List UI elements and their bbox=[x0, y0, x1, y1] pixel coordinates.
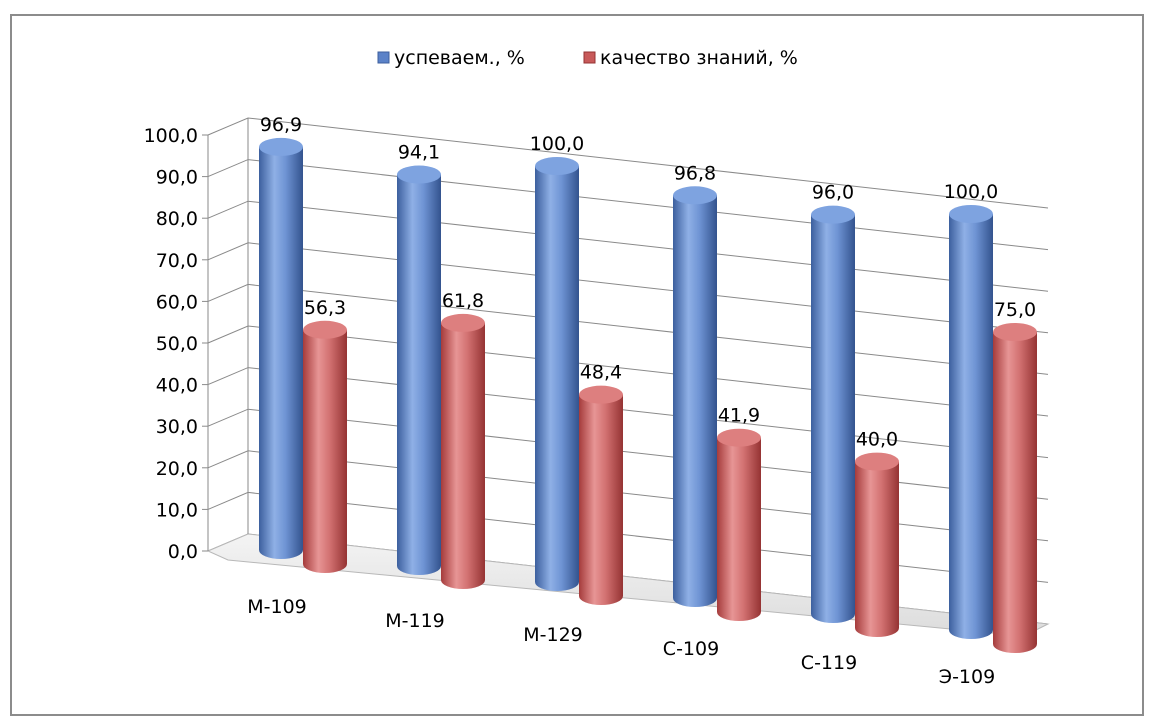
data-label: 96,0 bbox=[812, 182, 854, 204]
y-tick-label: 60,0 bbox=[156, 291, 198, 313]
bar-top bbox=[579, 385, 623, 404]
data-label: 56,3 bbox=[304, 297, 346, 319]
data-labels: 96,9 56,3 94,1 61,8 100,0 48,4 96,8 41,9 96,0 40,… bbox=[260, 114, 1036, 451]
legend-swatch bbox=[583, 51, 596, 64]
bar-top bbox=[303, 320, 347, 339]
data-label: 41,9 bbox=[718, 405, 760, 427]
bar-kachestvo bbox=[855, 461, 899, 637]
y-axis: 0,0 10,0 20,0 30,0 40,0 50,0 60,0 70,0 80,0 90,0 1… bbox=[144, 118, 249, 563]
x-axis: М-109 М-119 М-129 С-109 С-119 Э-109 bbox=[247, 596, 995, 688]
bar-top bbox=[441, 313, 485, 332]
bar-top bbox=[811, 205, 855, 224]
legend: успеваем., % качество знаний, % bbox=[377, 47, 798, 69]
bar-top bbox=[855, 452, 899, 471]
data-label: 75,0 bbox=[994, 299, 1036, 321]
data-label: 48,4 bbox=[580, 362, 622, 384]
y-tick-label: 50,0 bbox=[156, 333, 198, 355]
data-label: 94,1 bbox=[398, 142, 440, 164]
bar-kachestvo bbox=[303, 329, 347, 573]
y-tick-label: 10,0 bbox=[156, 499, 198, 521]
legend-swatch bbox=[377, 51, 390, 64]
y-tick-label: 20,0 bbox=[156, 458, 198, 480]
gridline bbox=[207, 200, 1049, 292]
bar-top bbox=[397, 165, 441, 184]
y-tick-label: 90,0 bbox=[156, 167, 198, 189]
y-tick-label: 40,0 bbox=[156, 375, 198, 397]
y-tick-label: 70,0 bbox=[156, 250, 198, 272]
data-label: 96,9 bbox=[260, 114, 302, 136]
bar-uspevaem bbox=[397, 174, 441, 575]
chart-frame: 0,0 10,0 20,0 30,0 40,0 50,0 60,0 70,0 80,0 90,0 1… bbox=[10, 14, 1144, 716]
bar-uspevaem bbox=[673, 195, 717, 607]
gridline bbox=[207, 159, 1049, 251]
y-tick-label: 30,0 bbox=[156, 416, 198, 438]
data-label: 61,8 bbox=[442, 290, 484, 312]
data-label: 100,0 bbox=[530, 133, 584, 155]
bar-kachestvo bbox=[579, 394, 623, 605]
x-tick-label: М-129 bbox=[523, 624, 583, 646]
bar-top bbox=[949, 205, 993, 223]
gridline bbox=[207, 117, 1049, 209]
bar-top bbox=[717, 428, 761, 447]
bar-top bbox=[993, 323, 1037, 341]
y-tick-label: 0,0 bbox=[168, 541, 198, 563]
bar-uspevaem bbox=[535, 166, 579, 591]
bar-uspevaem bbox=[259, 146, 303, 559]
y-tick-label: 80,0 bbox=[156, 208, 198, 230]
bar-chart-3d: 0,0 10,0 20,0 30,0 40,0 50,0 60,0 70,0 80,0 90,0 1… bbox=[144, 47, 1050, 688]
data-label: 40,0 bbox=[856, 429, 898, 451]
legend-label: качество знаний, % bbox=[600, 47, 798, 69]
y-tick-label: 100,0 bbox=[144, 125, 198, 147]
bar-kachestvo bbox=[441, 322, 485, 589]
bar-top bbox=[535, 157, 579, 175]
bar-kachestvo bbox=[993, 332, 1037, 653]
data-label: 96,8 bbox=[674, 162, 716, 184]
x-tick-label: М-119 bbox=[385, 610, 445, 632]
bar-uspevaem bbox=[811, 214, 855, 623]
bar-uspevaem bbox=[949, 214, 993, 639]
x-tick-label: М-109 bbox=[247, 596, 307, 618]
bars bbox=[259, 137, 1037, 653]
x-tick-label: Э-109 bbox=[939, 666, 995, 688]
data-label: 100,0 bbox=[944, 181, 998, 203]
x-tick-label: С-109 bbox=[663, 638, 719, 660]
bar-top bbox=[259, 137, 303, 156]
bar-kachestvo bbox=[717, 437, 761, 621]
legend-label: успеваем., % bbox=[394, 47, 525, 69]
x-tick-label: С-119 bbox=[801, 652, 857, 674]
bar-top bbox=[673, 186, 717, 205]
gridline bbox=[207, 242, 1049, 334]
